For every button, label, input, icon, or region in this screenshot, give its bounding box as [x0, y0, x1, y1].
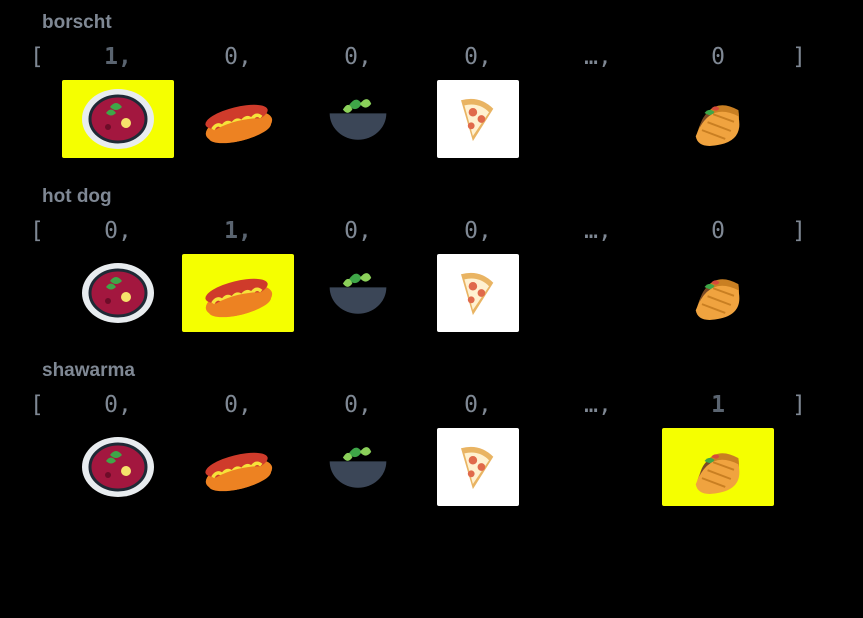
vector-ellipsis: …,	[538, 392, 658, 418]
vector-ellipsis: …,	[538, 44, 658, 70]
taco-icon	[662, 428, 774, 506]
vector-row: [ 0, 1, 0, 0, …, 0 ]	[30, 218, 833, 244]
category-label: hot dog	[30, 186, 833, 208]
vector-value: 1,	[58, 44, 178, 70]
taco-icon	[677, 80, 759, 158]
vector-value: 0,	[418, 44, 538, 70]
vector-value: 0,	[178, 44, 298, 70]
icon-row	[30, 428, 833, 506]
borscht-icon	[77, 254, 159, 332]
bracket-close: ]	[778, 392, 806, 418]
hotdog-icon	[197, 80, 279, 158]
bracket-open: [	[30, 392, 58, 418]
pizza-icon	[437, 428, 519, 506]
vector-value: 1,	[178, 218, 298, 244]
vector-value: 0,	[298, 44, 418, 70]
bracket-open: [	[30, 44, 58, 70]
vector-value: 0,	[178, 392, 298, 418]
vector-value: 0	[658, 44, 778, 70]
taco-icon	[677, 254, 759, 332]
encoding-row-shawarma: shawarma [ 0, 0, 0, 0, …, 1 ]	[30, 360, 833, 506]
vector-value: 0,	[298, 218, 418, 244]
borscht-icon	[77, 428, 159, 506]
bracket-close: ]	[778, 218, 806, 244]
icon-row	[30, 254, 833, 332]
vector-value: 0,	[58, 218, 178, 244]
vector-value: 0,	[418, 392, 538, 418]
vector-ellipsis: …,	[538, 218, 658, 244]
vector-value: 0,	[418, 218, 538, 244]
bracket-close: ]	[778, 44, 806, 70]
vector-value: 0,	[58, 392, 178, 418]
hotdog-icon	[182, 254, 294, 332]
vector-value: 0	[658, 218, 778, 244]
salad-icon	[317, 428, 399, 506]
borscht-icon	[62, 80, 174, 158]
bracket-open: [	[30, 218, 58, 244]
hotdog-icon	[197, 428, 279, 506]
vector-value: 1	[658, 392, 778, 418]
category-label: borscht	[30, 12, 833, 34]
vector-row: [ 1, 0, 0, 0, …, 0 ]	[30, 44, 833, 70]
salad-icon	[317, 254, 399, 332]
pizza-icon	[437, 80, 519, 158]
encoding-row-hotdog: hot dog [ 0, 1, 0, 0, …, 0 ]	[30, 186, 833, 332]
salad-icon	[317, 80, 399, 158]
icon-row	[30, 80, 833, 158]
category-label: shawarma	[30, 360, 833, 382]
encoding-row-borscht: borscht [ 1, 0, 0, 0, …, 0 ]	[30, 12, 833, 158]
vector-value: 0,	[298, 392, 418, 418]
vector-row: [ 0, 0, 0, 0, …, 1 ]	[30, 392, 833, 418]
pizza-icon	[437, 254, 519, 332]
